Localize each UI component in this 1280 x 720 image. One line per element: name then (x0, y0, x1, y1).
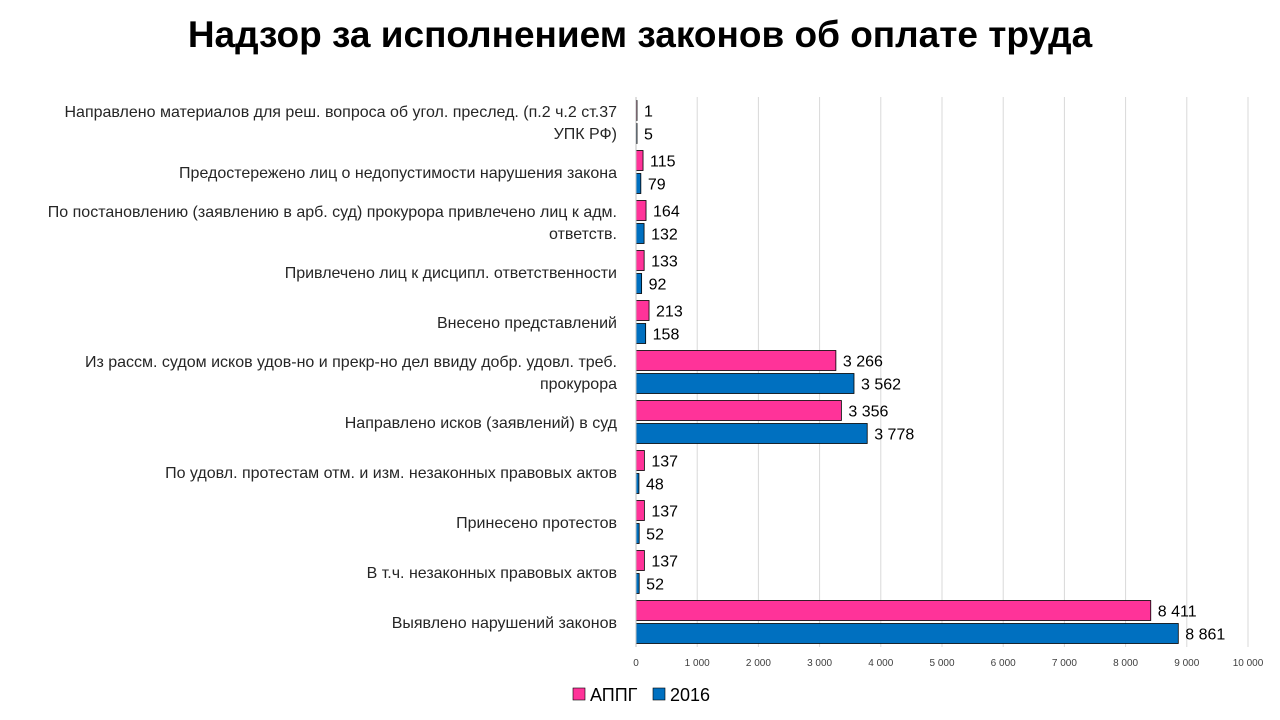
bar-appg (635, 500, 645, 521)
category-label-line: ответств. (549, 226, 617, 243)
value-label: 92 (649, 277, 667, 294)
value-label: 115 (650, 154, 676, 171)
x-tick-label: 9 000 (1174, 658, 1199, 669)
legend-label: 2016 (670, 685, 710, 705)
bar-appg (635, 550, 645, 571)
bar-2016 (635, 423, 868, 444)
bar-2016 (635, 273, 643, 294)
x-tick-label: 5 000 (929, 658, 954, 669)
chart-title: Надзор за исполнением законов об оплате … (187, 14, 1093, 55)
value-label: 3 266 (843, 354, 883, 371)
category-label: В т.ч. незаконных правовых актов (367, 565, 617, 582)
category-label: Внесено представлений (437, 315, 617, 332)
bar-2016 (635, 173, 642, 194)
category-label-line: По постановлению (заявлению в арб. суд) … (48, 204, 617, 221)
x-tick-label: 2 000 (746, 658, 771, 669)
bar-appg (635, 300, 650, 321)
category-label: По удовл. протестам отм. и изм. незаконн… (165, 465, 617, 482)
value-label: 3 778 (874, 427, 914, 444)
x-tick-label: 8 000 (1113, 658, 1138, 669)
value-label: 132 (651, 227, 678, 244)
bar-appg (635, 150, 644, 171)
value-label: 137 (651, 554, 678, 571)
value-label: 1 (644, 104, 653, 121)
value-label: 158 (653, 327, 680, 344)
category-label-line: Привлечено лиц к дисципл. ответственност… (285, 265, 617, 282)
category-label: Предостережено лиц о недопустимости нару… (179, 165, 617, 182)
value-label: 52 (646, 527, 664, 544)
x-axis: 0 1 000 2 000 3 000 4 000 5 000 6 000 7 000 8 00… (633, 97, 1264, 669)
category-label-line: Предостережено лиц о недопустимости нару… (179, 165, 617, 182)
category-label-line: Внесено представлений (437, 315, 617, 332)
bar-appg (635, 450, 645, 471)
category-label: По постановлению (заявлению в арб. суд) … (48, 204, 617, 243)
bar-appg (635, 250, 645, 271)
bar-2016 (635, 373, 855, 394)
value-label: 3 356 (848, 404, 888, 421)
category-label: Выявлено нарушений законов (392, 615, 617, 632)
legend-swatch (572, 687, 586, 701)
x-tick-label: 3 000 (807, 658, 832, 669)
value-label: 133 (651, 254, 678, 271)
category-label-line: В т.ч. незаконных правовых актов (367, 565, 617, 582)
x-tick-label: 4 000 (868, 658, 893, 669)
bar-2016 (635, 323, 647, 344)
category-label-line: Направлено исков (заявлений) в суд (345, 415, 618, 432)
value-label: 52 (646, 577, 664, 594)
value-label: 164 (653, 204, 680, 221)
value-label: 48 (646, 477, 664, 494)
category-label-line: УПК РФ) (554, 126, 617, 143)
category-label: Привлечено лиц к дисципл. ответственност… (285, 265, 617, 282)
value-label: 3 562 (861, 377, 901, 394)
gridlines (635, 97, 1249, 647)
value-label: 8 861 (1185, 627, 1225, 644)
x-tick-label: 10 000 (1233, 658, 1264, 669)
value-label: 213 (656, 304, 683, 321)
category-label-line: прокурора (540, 376, 617, 393)
bar-appg (635, 350, 837, 371)
value-label: 137 (651, 454, 678, 471)
bar-2016 (635, 623, 1179, 644)
x-tick-label: 7 000 (1052, 658, 1077, 669)
legend: АППГ 2016 (572, 685, 710, 705)
legend-swatch (652, 687, 666, 701)
category-label: Из рассм. судом исков удов-но и прекр-но… (85, 354, 617, 393)
bar-appg (635, 400, 842, 421)
value-label: 79 (648, 177, 666, 194)
x-tick-label: 0 (633, 658, 639, 669)
category-label: Направлено исков (заявлений) в суд (345, 415, 618, 432)
bar-2016 (635, 223, 645, 244)
x-tick-label: 1 000 (685, 658, 710, 669)
category-label-line: По удовл. протестам отм. и изм. незаконн… (165, 465, 617, 482)
category-label-line: Выявлено нарушений законов (392, 615, 617, 632)
value-label: 8 411 (1158, 604, 1197, 621)
x-tick-label: 6 000 (991, 658, 1016, 669)
category-label: Направлено материалов для реш. вопроса о… (64, 104, 617, 143)
bars (635, 100, 1179, 644)
bar-appg (635, 200, 647, 221)
legend-label: АППГ (590, 685, 638, 705)
value-label: 5 (644, 127, 653, 144)
value-label: 137 (651, 504, 678, 521)
category-label-line: Из рассм. судом исков удов-но и прекр-но… (85, 354, 617, 371)
category-label: Принесено протестов (456, 515, 617, 532)
bar-appg (635, 600, 1152, 621)
labels: Направлено материалов для реш. вопроса о… (48, 104, 1226, 644)
category-label-line: Направлено материалов для реш. вопроса о… (64, 104, 617, 121)
category-label-line: Принесено протестов (456, 515, 617, 532)
